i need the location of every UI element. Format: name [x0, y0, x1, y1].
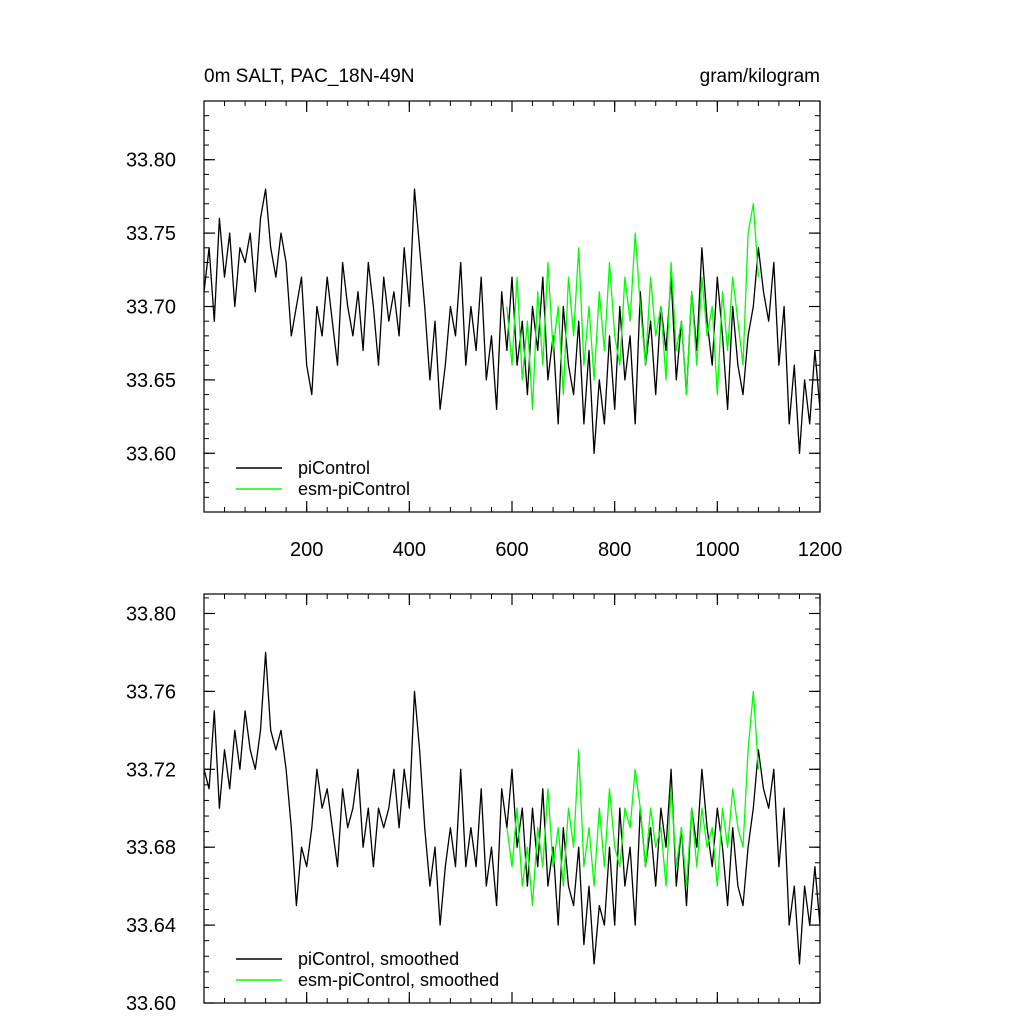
series-line-esm-picontrol-smoothed [506, 690, 760, 907]
y-tick-label: 33.80 [126, 150, 176, 172]
x-tick-label: 1200 [798, 539, 843, 561]
legend-label: esm-piControl, smoothed [298, 970, 499, 990]
y-tick-label: 33.80 [126, 603, 176, 625]
y-tick-label: 33.76 [126, 681, 176, 703]
x-tick-label: 600 [495, 539, 528, 561]
panel-2-plot: 33.60 33.64 33.68 33.72 33.76 33.80 piControl,… [126, 593, 821, 1015]
series-line-esm-picontrol [506, 203, 760, 410]
x-tick-label: 200 [290, 539, 323, 561]
panel-1-plot: 200 400 600 800 1000 1200 33.60 33.65 33.70 33.75… [126, 100, 843, 561]
y-tick-label: 33.60 [126, 993, 176, 1015]
y-tick-label: 33.72 [126, 759, 176, 781]
series-line-picontrol-smoothed [204, 651, 820, 965]
legend-label: piControl [298, 458, 370, 478]
plot-frame [203, 593, 821, 1004]
y-tick-label: 33.65 [126, 370, 176, 392]
y-tick-label: 33.75 [126, 223, 176, 245]
y-tick-label: 33.68 [126, 837, 176, 859]
panel-1-title: 0m SALT, PAC_18N-49N [204, 66, 415, 87]
panel-1-units: gram/kilogram [700, 66, 820, 87]
series-line-picontrol [204, 188, 820, 454]
x-tick-label: 1000 [695, 539, 740, 561]
x-tick-label: 400 [393, 539, 426, 561]
y-tick-label: 33.64 [126, 915, 176, 937]
y-tick-label: 33.70 [126, 297, 176, 319]
legend-label: piControl, smoothed [298, 949, 459, 969]
y-tick-label: 33.60 [126, 443, 176, 465]
legend-label: esm-piControl [298, 479, 410, 499]
x-tick-label: 800 [598, 539, 631, 561]
